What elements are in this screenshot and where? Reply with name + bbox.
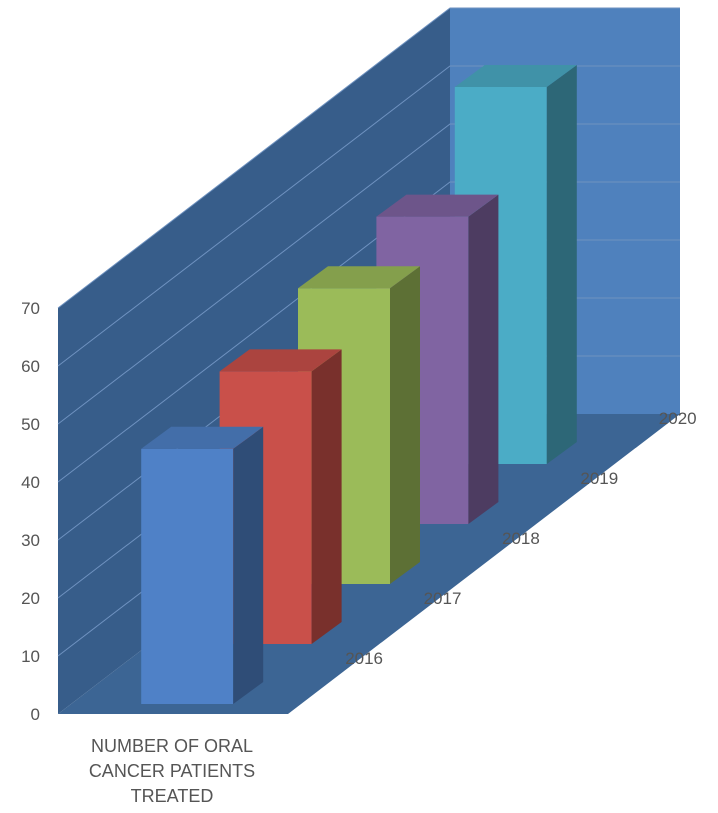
series-label-2016: 2016 [345, 649, 383, 668]
y-tick-label: 60 [21, 357, 40, 376]
bar-side [390, 266, 420, 584]
series-label-2017: 2017 [424, 589, 462, 608]
category-label-line: NUMBER OF ORAL [91, 736, 253, 756]
bar-top [219, 349, 342, 372]
gridline [57, 7, 680, 309]
bars [141, 65, 577, 704]
y-tick-label: 50 [21, 415, 40, 434]
series-label-2018: 2018 [502, 529, 540, 548]
y-tick-label: 30 [21, 531, 40, 550]
bar-top [376, 194, 499, 217]
category-label-line: TREATED [131, 786, 214, 806]
y-tick-label: 0 [31, 705, 40, 724]
y-tick-label: 70 [21, 299, 40, 318]
category-label-line: CANCER PATIENTS [89, 761, 255, 781]
series-label-2019: 2019 [580, 469, 618, 488]
bar-top [298, 266, 420, 289]
gridline [57, 181, 680, 483]
bar-side [468, 194, 499, 524]
bar-top [454, 65, 577, 87]
bar-top [141, 426, 264, 449]
gridline [57, 123, 680, 425]
category-label: NUMBER OF ORAL CANCER PATIENTS TREATED [89, 736, 255, 806]
y-tick-label: 10 [21, 647, 40, 666]
bar-side [233, 426, 264, 704]
bar-side [546, 65, 577, 464]
series-labels: 2016 2017 2018 2019 2020 [345, 409, 696, 668]
y-tick-label: 40 [21, 473, 40, 492]
bar-side [311, 349, 342, 644]
series-label-2020: 2020 [659, 409, 697, 428]
bar-front [141, 448, 234, 704]
gridline [57, 65, 680, 367]
y-tick-label: 20 [21, 589, 40, 608]
bar-2016 [141, 426, 264, 704]
y-axis-ticks: 0 10 20 30 40 50 60 70 [21, 299, 40, 724]
